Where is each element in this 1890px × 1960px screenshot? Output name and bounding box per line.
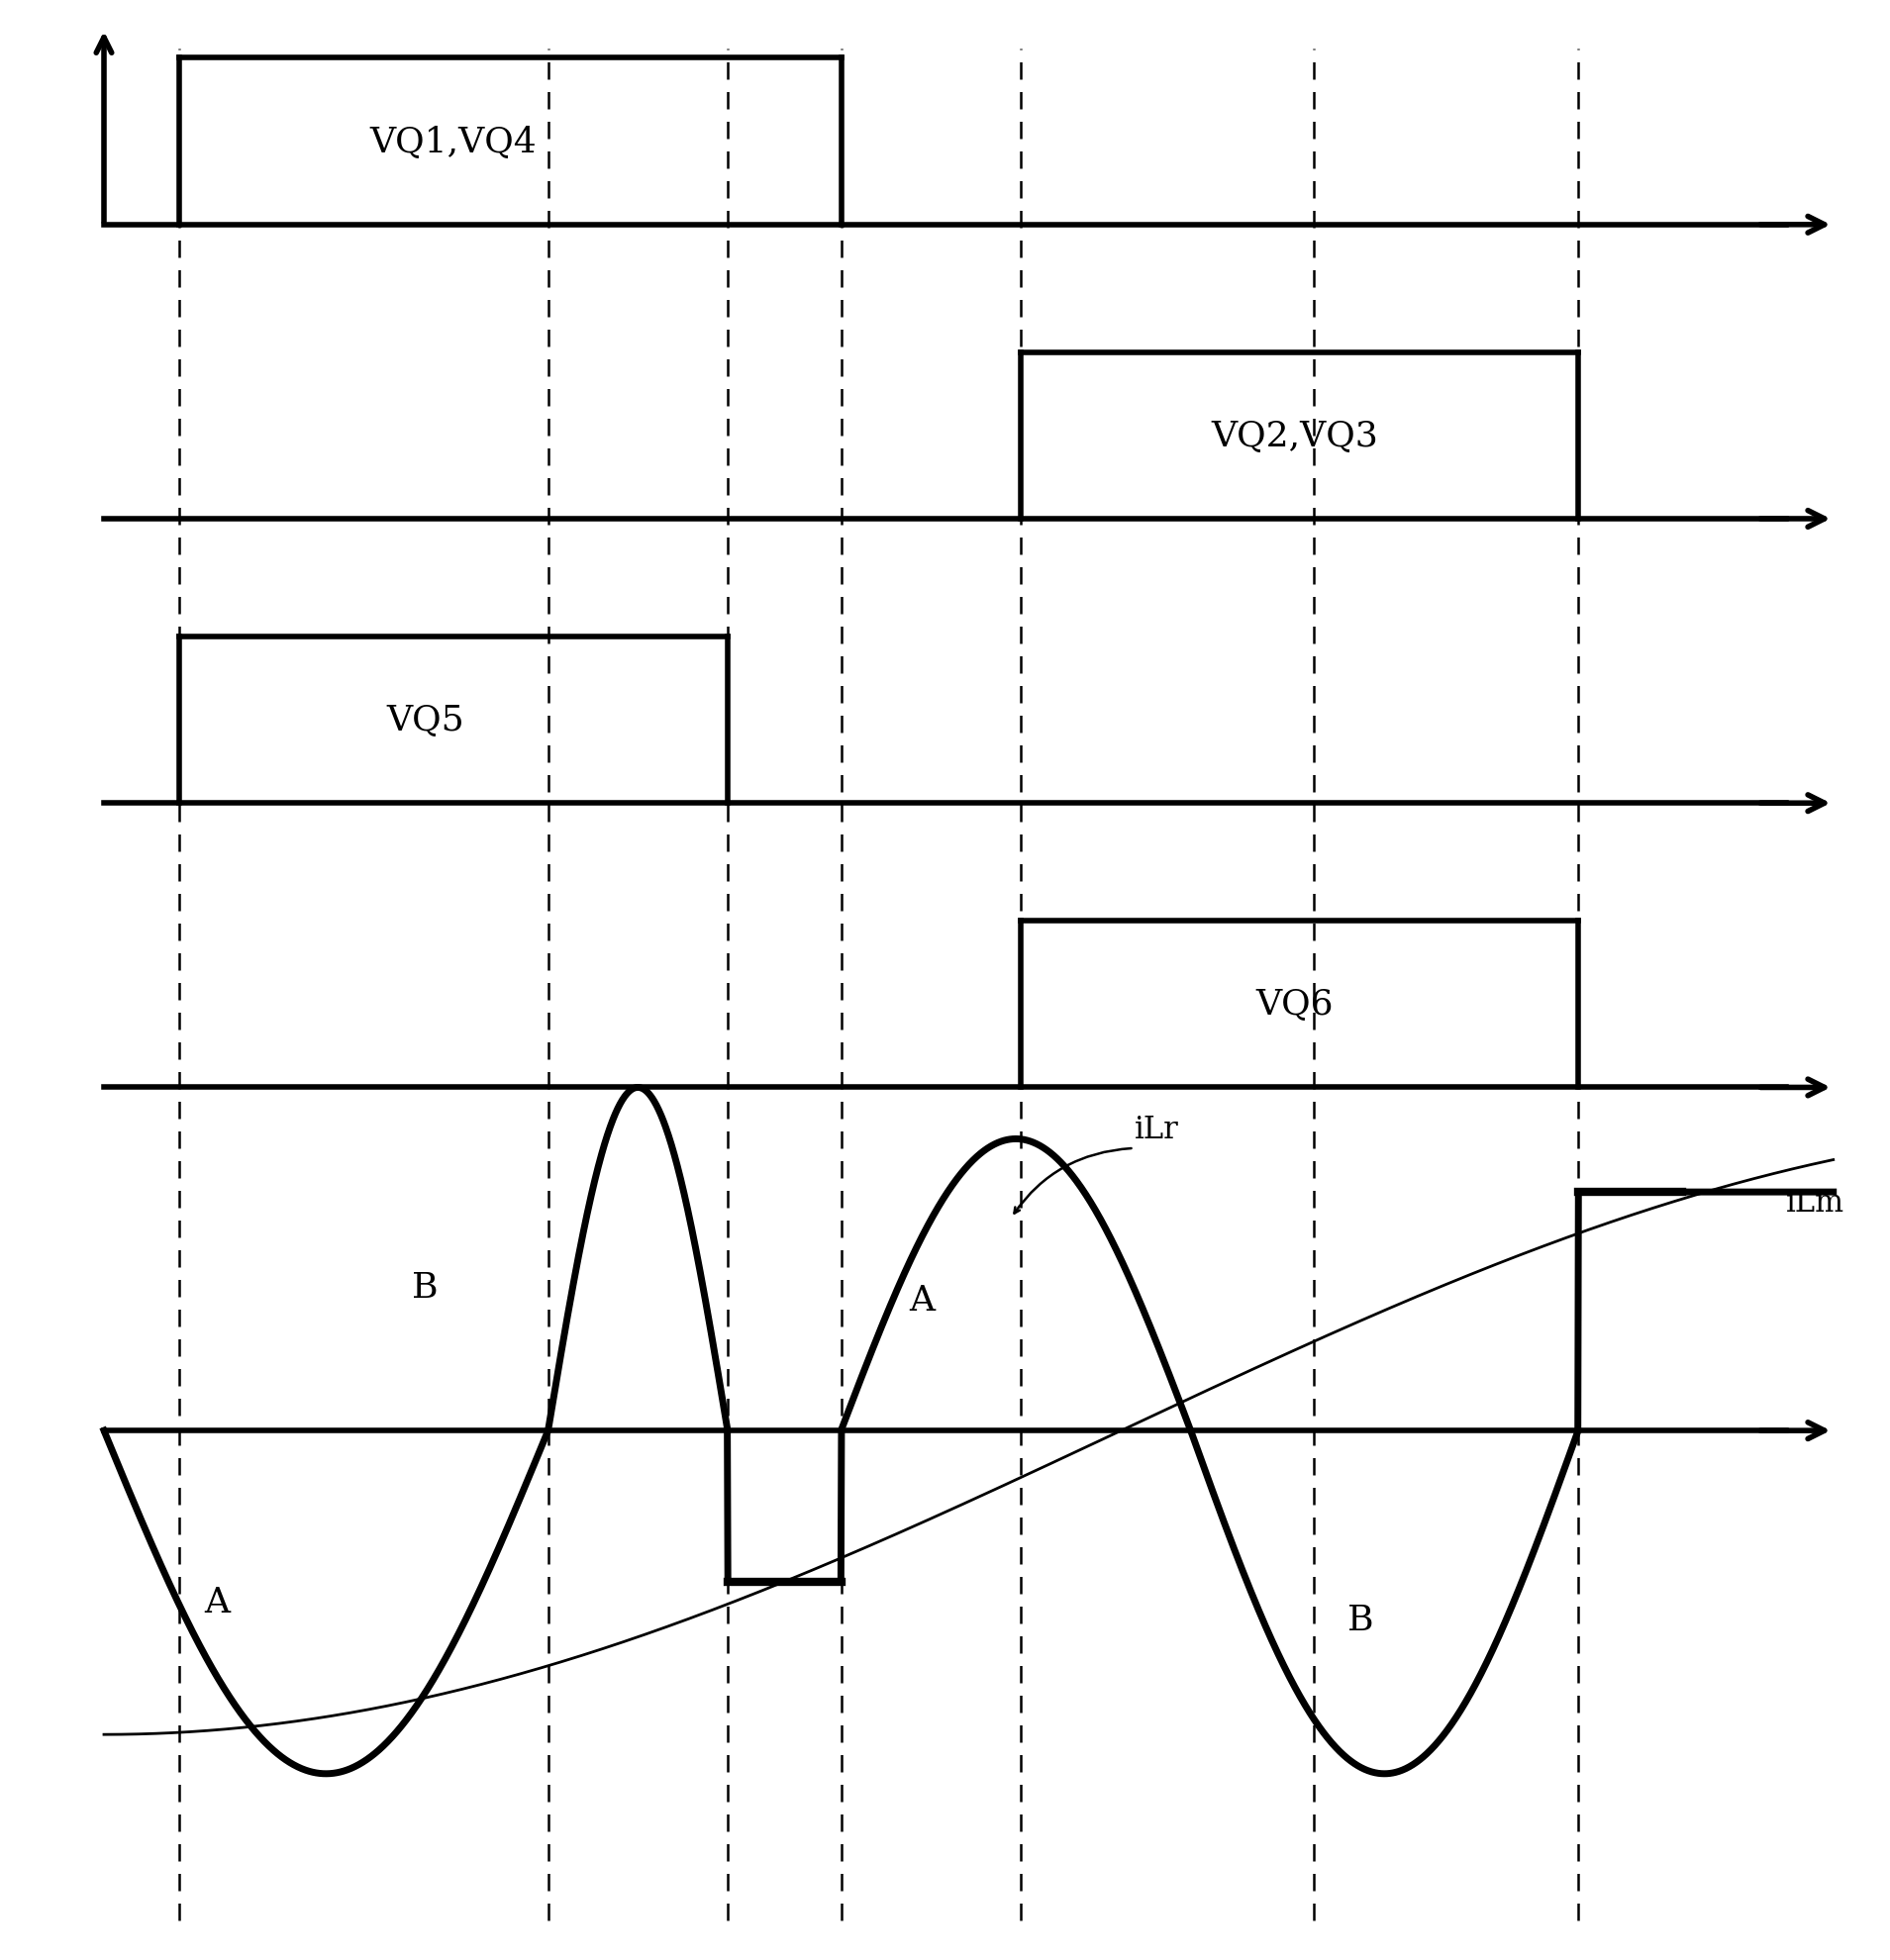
Text: VQ5: VQ5: [386, 704, 465, 737]
Text: A: A: [909, 1284, 936, 1317]
Text: iLm: iLm: [1786, 1188, 1845, 1219]
Text: VQ2,VQ3: VQ2,VQ3: [1211, 419, 1378, 453]
Text: B: B: [412, 1270, 438, 1303]
Text: A: A: [204, 1586, 231, 1619]
Text: VQ6: VQ6: [1255, 988, 1334, 1021]
Text: B: B: [1348, 1603, 1374, 1637]
Text: VQ1,VQ4: VQ1,VQ4: [370, 125, 537, 159]
Text: iLr: iLr: [1134, 1113, 1177, 1145]
